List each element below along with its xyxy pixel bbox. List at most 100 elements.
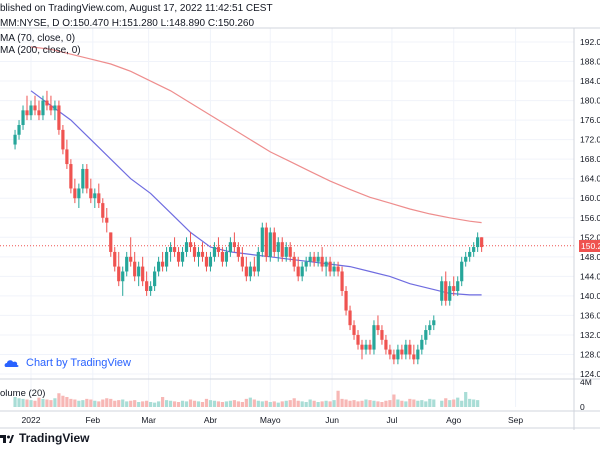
candle-down xyxy=(244,256,248,282)
candle-body xyxy=(145,281,149,291)
candle-up xyxy=(308,251,312,267)
volume-bar xyxy=(428,398,432,407)
volume-bar xyxy=(69,398,73,407)
volume-bar xyxy=(408,398,412,407)
volume-bar xyxy=(137,402,141,407)
y-tick-label: 148.00 xyxy=(580,252,600,262)
symbol-ohlc-line: MM:NYSE, D O:150.470 H:151.280 L:148.890… xyxy=(0,18,255,29)
candle-body xyxy=(89,188,93,199)
volume-bar xyxy=(200,402,205,407)
candle-body xyxy=(260,227,264,252)
candle-down xyxy=(188,232,193,252)
candle-body xyxy=(276,242,280,252)
volume-axis: 4M 0 xyxy=(580,377,592,412)
candle-down xyxy=(129,237,133,267)
candle-body xyxy=(308,256,312,262)
candle-down xyxy=(37,100,41,121)
candle-body xyxy=(240,256,244,267)
candle-down xyxy=(236,242,240,262)
volume-bar xyxy=(252,399,256,407)
candle-up xyxy=(316,251,320,267)
volume-bar xyxy=(256,400,260,407)
volume-bar xyxy=(472,399,476,407)
ma200-legend[interactable]: MA (200, close, 0) xyxy=(0,45,81,56)
candle-up xyxy=(424,325,428,345)
candle-up xyxy=(17,120,21,140)
candle-down xyxy=(272,227,276,257)
candle-up xyxy=(420,334,424,355)
candle-body xyxy=(216,247,221,252)
candle-down xyxy=(384,334,388,355)
candle-body xyxy=(161,261,165,267)
price-axis[interactable]: 124.00 128.00 132.00 136.00 140.00 144.00 148.… xyxy=(580,37,600,379)
watermark-text: Chart by TradingView xyxy=(26,357,131,369)
candle-down xyxy=(73,178,77,204)
candle-down xyxy=(141,256,145,287)
candle-down xyxy=(360,339,364,360)
ma70-legend[interactable]: MA (70, close, 0) xyxy=(0,33,76,44)
ma200-path xyxy=(30,46,482,224)
volume-bar xyxy=(141,401,145,407)
candle-up xyxy=(324,256,328,277)
volume-legend[interactable]: olume (20) xyxy=(0,388,46,399)
candle-up xyxy=(332,261,336,277)
candle-body xyxy=(344,291,348,311)
chart-by-tradingview-watermark[interactable]: Chart by TradingView xyxy=(4,357,131,369)
candle-body xyxy=(172,247,177,252)
candle-body xyxy=(236,247,240,257)
candle-up xyxy=(396,344,400,365)
volume-bar xyxy=(368,400,372,407)
candle-body xyxy=(268,232,272,257)
tradingview-logo[interactable]: TradingView xyxy=(0,431,89,445)
pane-separators xyxy=(0,27,600,430)
candle-down xyxy=(145,271,149,296)
candle-body xyxy=(328,261,332,272)
candle-up xyxy=(212,242,217,262)
volume-bar xyxy=(336,390,340,407)
ma70-path xyxy=(30,90,482,296)
volume-bars xyxy=(13,390,480,407)
volume-bar xyxy=(308,399,312,407)
candle-up xyxy=(416,344,420,365)
candle-body xyxy=(180,251,185,262)
volume-bar xyxy=(157,401,161,407)
volume-bar xyxy=(93,400,97,407)
candle-down xyxy=(57,100,61,135)
volume-bar xyxy=(312,400,316,407)
volume-bar xyxy=(77,400,81,407)
time-axis[interactable]: 2022 Feb Mar Abr Mayo Jun Jul Ago Sep xyxy=(22,415,524,425)
candle-body xyxy=(65,149,69,165)
volume-tick-label: 0 xyxy=(580,402,585,412)
y-tick-label: 140.00 xyxy=(580,291,600,301)
candle-body xyxy=(392,354,396,360)
y-tick-label: 188.00 xyxy=(580,57,600,67)
volume-bar xyxy=(188,399,193,407)
candle-down xyxy=(172,237,177,257)
candle-body xyxy=(452,286,456,291)
candle-body xyxy=(57,105,61,130)
candle-body xyxy=(244,266,248,277)
y-tick-label: 172.00 xyxy=(580,135,600,145)
candle-down xyxy=(348,305,352,331)
candle-body xyxy=(352,325,356,335)
candle-down xyxy=(376,315,380,335)
candle-body xyxy=(480,237,484,248)
candle-body xyxy=(324,261,328,267)
candle-down xyxy=(204,251,209,272)
candle-up xyxy=(476,232,480,252)
volume-bar xyxy=(109,398,113,407)
volume-bar xyxy=(125,401,129,407)
candle-down xyxy=(296,256,300,282)
candle-body xyxy=(284,247,288,257)
candle-body xyxy=(204,256,209,267)
candle-body xyxy=(464,256,468,262)
candle-up xyxy=(184,237,189,257)
candle-up xyxy=(472,242,476,257)
volume-bar xyxy=(49,400,53,407)
published-info: blished on TradingView.com, August 17, 2… xyxy=(0,3,273,14)
candle-down xyxy=(452,276,456,296)
candle-down xyxy=(280,237,284,262)
candle-body xyxy=(348,310,352,326)
candle-down xyxy=(444,271,448,306)
